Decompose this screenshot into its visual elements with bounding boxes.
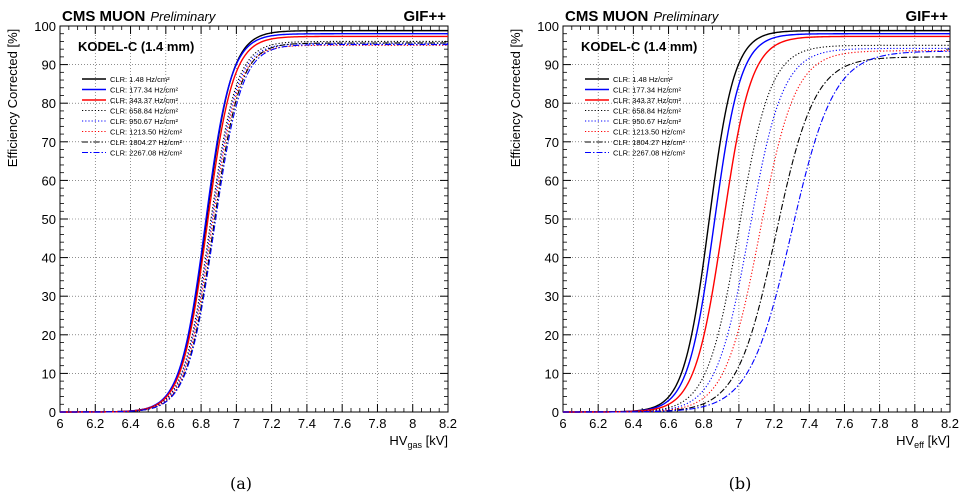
x-tick-label: 7.4 bbox=[800, 416, 818, 431]
y-tick-label: 0 bbox=[552, 405, 559, 420]
x-tick-label: 7.6 bbox=[333, 416, 351, 431]
legend-label: CLR: 1.48 Hz/cm² bbox=[110, 75, 170, 84]
y-tick-label: 50 bbox=[545, 212, 559, 227]
y-tick-label: 30 bbox=[545, 289, 559, 304]
plot-frame bbox=[562, 25, 951, 413]
header-left-italic: Preliminary bbox=[653, 9, 720, 24]
x-tick-label: 7.2 bbox=[765, 416, 783, 431]
x-axis-label-unit: [kV] bbox=[422, 433, 448, 448]
y-tick-label: 100 bbox=[537, 19, 559, 34]
y-tick-label: 30 bbox=[42, 289, 56, 304]
y-tick-label: 60 bbox=[545, 173, 559, 188]
x-tick-label: 7.4 bbox=[298, 416, 316, 431]
y-tick-label: 90 bbox=[42, 58, 56, 73]
y-tick-label: 0 bbox=[49, 405, 56, 420]
legend-label: CLR: 1213.50 Hz/cm² bbox=[110, 128, 183, 137]
y-tick-label: 80 bbox=[42, 96, 56, 111]
y-tick-label: 70 bbox=[545, 135, 559, 150]
x-tick-label: 8.2 bbox=[941, 416, 959, 431]
chart-title: KODEL-C (1.4 mm) bbox=[78, 39, 194, 54]
x-axis-label: HVgas [kV] bbox=[389, 433, 448, 450]
y-tick-label: 10 bbox=[42, 366, 56, 381]
y-tick-label: 40 bbox=[42, 251, 56, 266]
x-tick-label: 8 bbox=[911, 416, 918, 431]
y-tick-label: 10 bbox=[545, 366, 559, 381]
header-left-bold: CMS MUON bbox=[565, 8, 648, 25]
plot-frame bbox=[59, 25, 449, 413]
chart-panel-a: 6 6.2 6.4 6.6 6.8 7 7.2 7.4 7.6 7.8 8 8.2 0 10 20 30 40 5… bbox=[5, 8, 457, 450]
x-tick-label: 6 bbox=[559, 416, 566, 431]
x-tick-label: 6.4 bbox=[624, 416, 642, 431]
x-axis-label-main: HV bbox=[389, 433, 407, 448]
header-right: GIF++ bbox=[403, 8, 446, 25]
x-tick-label: 6.8 bbox=[695, 416, 713, 431]
legend-label: CLR: 658.84 Hz/cm² bbox=[613, 107, 681, 116]
legend-label: CLR: 343.37 Hz/cm² bbox=[613, 96, 681, 105]
series-line bbox=[563, 50, 951, 413]
x-tick-label: 6.2 bbox=[589, 416, 607, 431]
legend-label: CLR: 2267.08 Hz/cm² bbox=[613, 149, 686, 158]
caption-a: (a) bbox=[230, 474, 252, 493]
x-tick-label: 8 bbox=[409, 416, 416, 431]
y-axis-label: Efficiency Corrected [%] bbox=[508, 29, 523, 167]
legend-label: CLR: 1804.27 Hz/cm² bbox=[110, 138, 183, 147]
y-tick-label: 20 bbox=[42, 328, 56, 343]
series-line bbox=[60, 42, 448, 413]
x-tick-label: 6.8 bbox=[192, 416, 210, 431]
legend-label: CLR: 950.67 Hz/cm² bbox=[110, 117, 178, 126]
x-tick-label: 7.6 bbox=[835, 416, 853, 431]
x-axis-label-main: HV bbox=[896, 433, 914, 448]
header-right: GIF++ bbox=[905, 8, 948, 25]
x-tick-label: 6.2 bbox=[86, 416, 104, 431]
x-tick-label: 7 bbox=[233, 416, 240, 431]
legend-label: CLR: 177.34 Hz/cm² bbox=[613, 86, 681, 95]
legend-label: CLR: 1804.27 Hz/cm² bbox=[613, 138, 686, 147]
series-line bbox=[562, 50, 950, 413]
header-left-italic: Preliminary bbox=[150, 9, 217, 24]
x-tick-label: 6.6 bbox=[157, 416, 175, 431]
header-left: CMS MUON Preliminary bbox=[62, 8, 217, 25]
x-tick-label: 6.6 bbox=[660, 416, 678, 431]
x-axis-label-unit: [kV] bbox=[924, 433, 950, 448]
chart-panel-b: 6 6.2 6.4 6.6 6.8 7 7.2 7.4 7.6 7.8 8 8.2 0 10 20 30 40 5… bbox=[508, 8, 959, 450]
y-tick-label: 50 bbox=[42, 212, 56, 227]
legend-label: CLR: 1.48 Hz/cm² bbox=[613, 75, 673, 84]
y-tick-label: 70 bbox=[42, 135, 56, 150]
x-axis-label: HVeff [kV] bbox=[896, 433, 950, 450]
y-tick-label: 100 bbox=[34, 19, 56, 34]
legend-label: CLR: 658.84 Hz/cm² bbox=[110, 107, 178, 116]
legend-label: CLR: 343.37 Hz/cm² bbox=[110, 96, 178, 105]
legend-label: CLR: 950.67 Hz/cm² bbox=[613, 117, 681, 126]
x-tick-label: 7.2 bbox=[263, 416, 281, 431]
y-axis-label: Efficiency Corrected [%] bbox=[5, 29, 20, 167]
x-tick-label: 7 bbox=[735, 416, 742, 431]
y-tick-label: 60 bbox=[42, 173, 56, 188]
legend-label: CLR: 177.34 Hz/cm² bbox=[110, 86, 178, 95]
x-tick-label: 7.8 bbox=[368, 416, 386, 431]
header-left-bold: CMS MUON bbox=[62, 8, 145, 25]
header-left: CMS MUON Preliminary bbox=[565, 8, 720, 25]
y-tick-label: 40 bbox=[545, 251, 559, 266]
x-tick-label: 7.8 bbox=[871, 416, 889, 431]
y-tick-label: 20 bbox=[545, 328, 559, 343]
series-line bbox=[60, 43, 448, 413]
x-tick-label: 6 bbox=[56, 416, 63, 431]
x-tick-label: 8.2 bbox=[439, 416, 457, 431]
x-tick-label: 6.4 bbox=[122, 416, 140, 431]
y-tick-label: 80 bbox=[545, 96, 559, 111]
legend-label: CLR: 1213.50 Hz/cm² bbox=[613, 128, 686, 137]
x-axis-label-sub: gas bbox=[407, 440, 422, 450]
chart-title: KODEL-C (1.4 mm) bbox=[581, 39, 697, 54]
caption-b: (b) bbox=[729, 474, 752, 493]
legend-label: CLR: 2267.08 Hz/cm² bbox=[110, 149, 183, 158]
series-line bbox=[563, 56, 951, 413]
y-tick-label: 90 bbox=[545, 58, 559, 73]
x-axis-label-sub: eff bbox=[914, 440, 924, 450]
